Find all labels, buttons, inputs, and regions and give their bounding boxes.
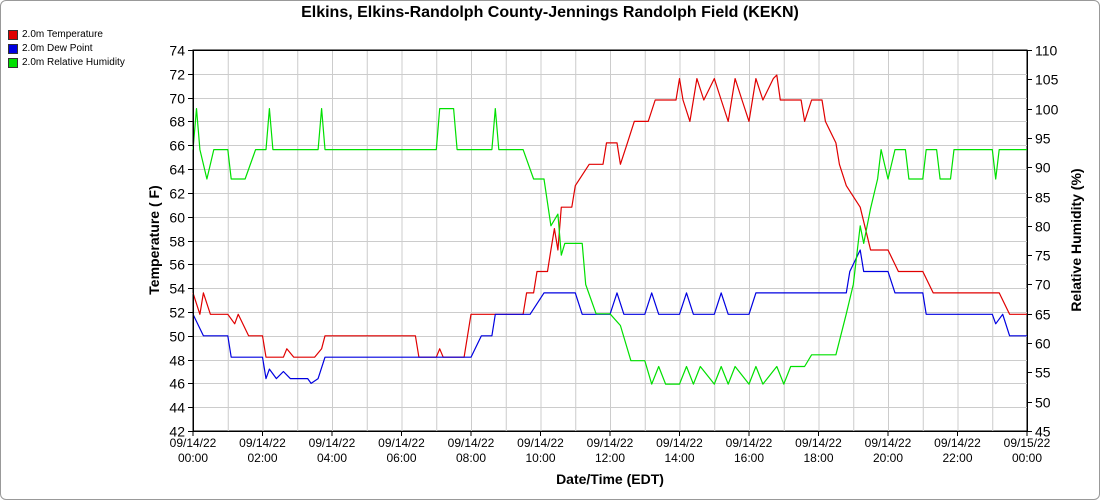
legend-swatch-humidity bbox=[8, 58, 18, 68]
series-line-dew-point bbox=[192, 249, 1027, 384]
y-tick-label-left: 72 bbox=[169, 67, 185, 83]
y-tick-label-left: 70 bbox=[169, 91, 185, 107]
x-tick-label-time: 00:00 bbox=[178, 451, 208, 465]
y-tick-label-left: 46 bbox=[169, 376, 185, 392]
series-line-temperature bbox=[192, 74, 1027, 358]
legend-swatch-temperature bbox=[8, 30, 18, 40]
x-tick-label-date: 09/14/22 bbox=[865, 436, 912, 450]
grid-lines bbox=[192, 49, 1028, 432]
x-tick-label-time: 20:00 bbox=[873, 451, 903, 465]
x-tick-label-time: 22:00 bbox=[942, 451, 972, 465]
x-tick-label-time: 08:00 bbox=[456, 451, 486, 465]
x-tick-label-date: 09/14/22 bbox=[587, 436, 634, 450]
plot-border bbox=[193, 50, 1028, 432]
legend-item-dew-point: 2.0m Dew Point bbox=[8, 42, 125, 56]
legend-label-dew-point: 2.0m Dew Point bbox=[22, 43, 93, 54]
legend: 2.0m Temperature 2.0m Dew Point 2.0m Rel… bbox=[8, 28, 125, 70]
x-tick-label-date: 09/14/22 bbox=[656, 436, 703, 450]
y-tick-label-right: 80 bbox=[1035, 219, 1051, 235]
x-tick-label-date: 09/14/22 bbox=[309, 436, 356, 450]
chart-title: Elkins, Elkins-Randolph County-Jennings … bbox=[301, 4, 799, 21]
y-tick-label-right: 95 bbox=[1035, 131, 1051, 147]
axes: 09/14/2200:0009/14/2202:0009/14/2204:000… bbox=[169, 43, 1058, 466]
series-lines bbox=[192, 74, 1027, 385]
y-tick-label-left: 64 bbox=[169, 162, 185, 178]
x-tick-label-date: 09/14/22 bbox=[726, 436, 773, 450]
legend-label-humidity: 2.0m Relative Humidity bbox=[22, 57, 125, 68]
y-tick-label-left: 68 bbox=[169, 114, 185, 130]
x-tick-label-time: 16:00 bbox=[734, 451, 764, 465]
y-tick-label-right: 100 bbox=[1035, 102, 1059, 118]
x-tick-label-time: 12:00 bbox=[595, 451, 625, 465]
x-tick-label-time: 04:00 bbox=[317, 451, 347, 465]
y-tick-label-right: 90 bbox=[1035, 160, 1051, 176]
x-tick-label-time: 06:00 bbox=[386, 451, 416, 465]
legend-swatch-dew-point bbox=[8, 44, 18, 54]
x-tick-label-date: 09/14/22 bbox=[517, 436, 564, 450]
x-tick-label-date: 09/14/22 bbox=[378, 436, 425, 450]
y-tick-label-left: 54 bbox=[169, 281, 185, 297]
y-tick-label-left: 66 bbox=[169, 138, 185, 154]
x-axis-label: Date/Time (EDT) bbox=[556, 471, 664, 487]
y-tick-label-left: 52 bbox=[169, 305, 185, 321]
y-tick-label-right: 105 bbox=[1035, 72, 1059, 88]
y-tick-label-right: 70 bbox=[1035, 277, 1051, 293]
series-line-humidity bbox=[192, 108, 1027, 385]
y-tick-label-right: 75 bbox=[1035, 248, 1051, 264]
legend-item-temperature: 2.0m Temperature bbox=[8, 28, 125, 42]
x-tick-label-date: 09/14/22 bbox=[239, 436, 286, 450]
y-tick-label-right: 45 bbox=[1035, 424, 1051, 440]
legend-label-temperature: 2.0m Temperature bbox=[22, 29, 103, 40]
y-tick-label-left: 58 bbox=[169, 234, 185, 250]
y-tick-label-right: 110 bbox=[1035, 43, 1058, 59]
x-tick-label-date: 09/14/22 bbox=[170, 436, 217, 450]
y-tick-label-left: 42 bbox=[169, 424, 185, 440]
x-tick-label-date: 09/14/22 bbox=[448, 436, 495, 450]
y-axis-label-right: Relative Humidity (%) bbox=[1068, 168, 1084, 311]
y-tick-label-left: 60 bbox=[169, 210, 185, 226]
y-tick-label-right: 85 bbox=[1035, 190, 1051, 206]
y-tick-label-left: 74 bbox=[169, 43, 185, 59]
y-tick-label-right: 65 bbox=[1035, 307, 1051, 323]
y-tick-label-left: 56 bbox=[169, 257, 185, 273]
x-tick-label-date: 09/14/22 bbox=[934, 436, 981, 450]
y-tick-label-right: 55 bbox=[1035, 365, 1051, 381]
y-tick-label-right: 60 bbox=[1035, 336, 1051, 352]
y-tick-label-left: 62 bbox=[169, 186, 185, 202]
x-tick-label-date: 09/15/22 bbox=[1004, 436, 1051, 450]
y-tick-label-left: 44 bbox=[169, 400, 185, 416]
x-tick-label-date: 09/14/22 bbox=[795, 436, 842, 450]
x-tick-label-time: 10:00 bbox=[525, 451, 555, 465]
x-tick-label-time: 14:00 bbox=[664, 451, 694, 465]
legend-item-humidity: 2.0m Relative Humidity bbox=[8, 56, 125, 70]
x-tick-label-time: 00:00 bbox=[1012, 451, 1042, 465]
x-tick-label-time: 02:00 bbox=[247, 451, 277, 465]
y-tick-label-right: 50 bbox=[1035, 395, 1051, 411]
y-tick-label-left: 50 bbox=[169, 329, 185, 345]
x-tick-label-time: 18:00 bbox=[803, 451, 833, 465]
y-tick-label-left: 48 bbox=[169, 353, 185, 369]
y-axis-label-left: Temperature ( F) bbox=[146, 185, 162, 294]
